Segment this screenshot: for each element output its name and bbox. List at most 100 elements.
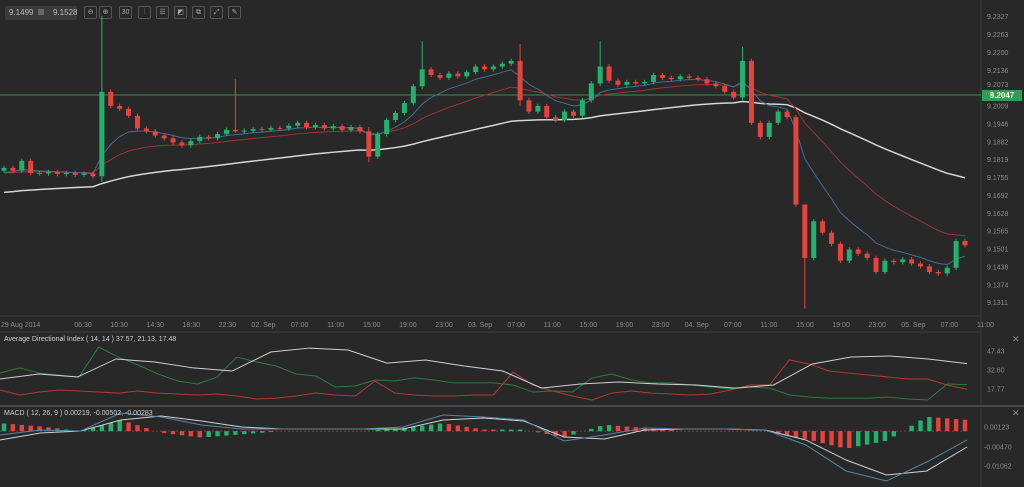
macd-histogram-bar — [437, 423, 443, 432]
macd-histogram-bar — [179, 431, 185, 436]
indicators-icon[interactable]: ☰ — [156, 6, 169, 19]
time-axis-label: 11:00 — [327, 322, 344, 329]
candle-up — [846, 249, 852, 261]
candle-down — [935, 272, 941, 274]
candle-up — [624, 82, 630, 85]
macd-histogram-bar — [945, 418, 950, 432]
macd-histogram-bar — [393, 428, 398, 432]
candle-down — [72, 172, 78, 175]
screenshot-icon[interactable]: ⤢ — [210, 6, 223, 19]
macd-histogram-bar — [508, 429, 514, 432]
time-axis-label: 22:30 — [219, 322, 237, 329]
candle-up — [775, 111, 781, 123]
macd-histogram-bar — [242, 431, 247, 435]
candle-up — [651, 74, 657, 83]
macd-histogram-bar — [126, 422, 131, 432]
candle-up — [215, 134, 221, 139]
candle-up — [953, 241, 959, 268]
macd-histogram-bar — [927, 417, 932, 432]
macd-histogram-bar — [1, 423, 7, 432]
fast-moving-average-line — [3, 69, 966, 265]
candle-up — [882, 260, 888, 273]
macd-histogram-bar — [81, 430, 87, 432]
candle-up — [588, 83, 594, 101]
macd-signal-line — [0, 415, 968, 476]
macd-histogram-bar — [428, 424, 434, 432]
candle-up — [473, 66, 479, 73]
candle-down — [428, 69, 434, 75]
eraser-icon[interactable]: ✎ — [228, 6, 241, 19]
zoom-out-icon[interactable]: ⊖ — [84, 6, 97, 19]
candle-up — [393, 112, 399, 121]
candle-down — [784, 111, 790, 118]
macd-histogram-bar — [847, 431, 852, 449]
zoom-in-icon[interactable]: ⊕ — [99, 6, 112, 19]
chart-toolbar: 9.1499 9.1528 ⊖ ⊕ 30 ⫶ ☰ ◩ ⧉ ⤢ ✎ — [0, 0, 241, 24]
macd-histogram-bar — [606, 425, 612, 432]
close-adx-pane-icon[interactable]: ✕ — [1012, 334, 1020, 344]
candle-down — [357, 127, 363, 132]
bid-ask-box[interactable]: 9.1499 9.1528 — [5, 6, 77, 20]
price-axis-label: 9.1755 — [987, 175, 1009, 182]
candle-up — [410, 86, 416, 104]
macd-histogram-bar — [500, 429, 505, 432]
candle-up — [508, 60, 514, 64]
adx-line — [0, 347, 968, 389]
candle-down — [321, 125, 327, 129]
candle-down — [926, 266, 932, 273]
candle-down — [704, 79, 710, 84]
candle-up — [419, 69, 425, 87]
macd-histogram-bar — [197, 431, 202, 438]
price-axis-label: 9.1374 — [987, 282, 1009, 289]
candle-down — [722, 86, 728, 92]
timeframe-icon[interactable]: 30 — [119, 6, 132, 19]
slow-moving-average-line — [3, 100, 966, 194]
candle-down — [161, 135, 167, 139]
macd-histogram-bar — [375, 429, 380, 432]
templates-icon[interactable]: ⧉ — [192, 6, 205, 19]
candle-down — [757, 122, 763, 137]
macd-histogram-bar — [250, 431, 256, 434]
macd-histogram-bar — [224, 431, 229, 436]
time-axis-label: 11:00 — [760, 322, 777, 329]
price-axis-label: 9.1565 — [987, 229, 1009, 236]
candle-up — [268, 127, 274, 130]
mid-moving-average-line — [3, 83, 966, 237]
candle-down — [820, 221, 826, 233]
macd-histogram-bar — [28, 425, 33, 432]
candle-down — [855, 249, 861, 254]
price-axis-label: 9.2263 — [987, 32, 1009, 39]
candle-up — [535, 105, 541, 112]
time-axis-label: 02. Sep — [251, 322, 275, 329]
candle-down — [206, 136, 212, 139]
candle-down — [713, 83, 719, 87]
candle-down — [54, 172, 60, 175]
candle-down — [544, 105, 550, 118]
macd-histogram-bar — [19, 424, 24, 432]
time-axis-label: 11:00 — [544, 322, 561, 329]
candle-down — [482, 66, 487, 70]
macd-histogram-bar — [562, 431, 567, 438]
time-axis-label: 07:00 — [724, 322, 742, 329]
macd-histogram-bar — [918, 420, 923, 432]
candle-down — [517, 60, 523, 101]
candle-down — [837, 243, 843, 261]
price-axis-label: 9.1311 — [987, 300, 1008, 307]
macd-histogram — [1, 417, 968, 449]
macd-histogram-bar — [936, 417, 941, 432]
price-axis-label: 9.1819 — [987, 157, 1009, 164]
candle-up — [19, 160, 25, 171]
candle-down — [695, 77, 701, 80]
price-axis-label: 9.2136 — [987, 68, 1009, 75]
candle-down — [179, 142, 185, 146]
candle-down — [615, 80, 621, 85]
chart-type-icon[interactable]: ⫶ — [138, 6, 151, 19]
drawing-icon[interactable]: ◩ — [174, 6, 187, 19]
close-macd-pane-icon[interactable]: ✕ — [1012, 408, 1020, 418]
macd-histogram-bar — [838, 431, 843, 448]
candle-up — [766, 122, 772, 137]
macd-histogram-bar — [37, 426, 42, 432]
candle-down — [126, 108, 132, 116]
candle-down — [686, 76, 692, 78]
